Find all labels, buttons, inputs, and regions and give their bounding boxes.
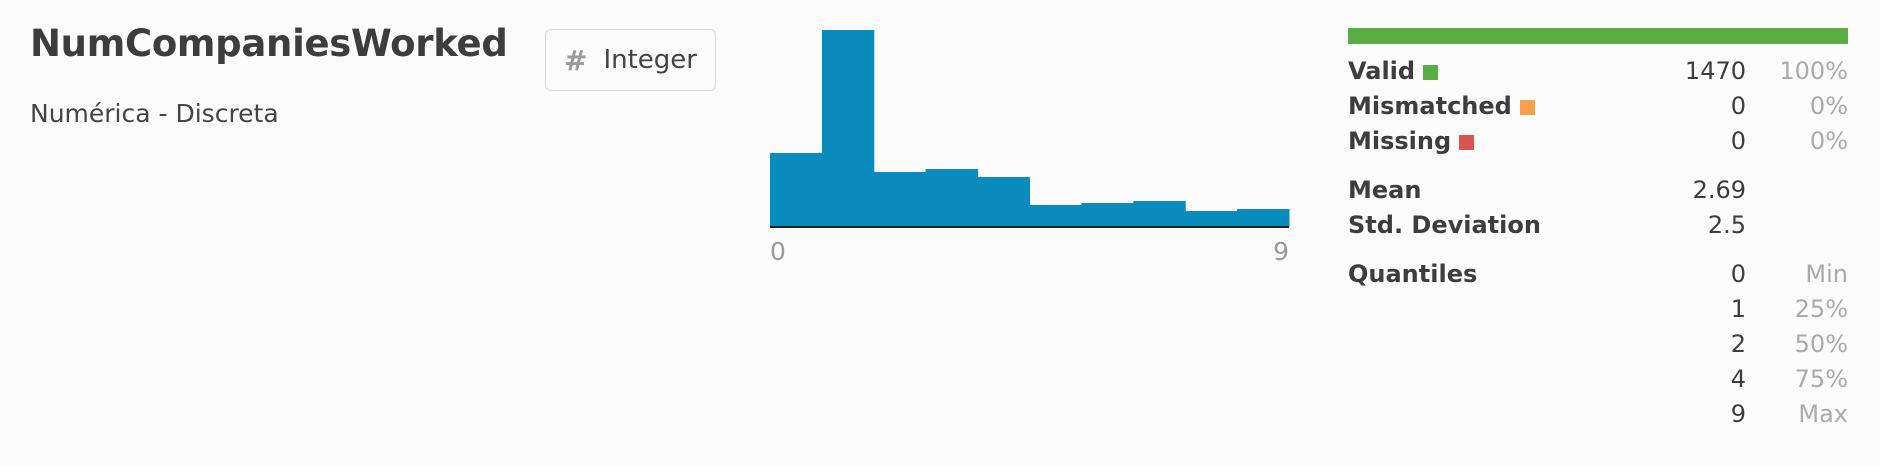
quantile-row: 1 25% <box>1348 292 1848 327</box>
std-row: Std. Deviation 2.5 <box>1348 208 1848 243</box>
mean-row: Mean 2.69 <box>1348 173 1848 208</box>
histogram-bar-4[interactable] <box>977 177 1030 227</box>
mean-value: 2.69 <box>1692 176 1746 204</box>
histogram-bars <box>770 30 1290 227</box>
quantiles-label: Quantiles <box>1348 260 1478 288</box>
histogram-bar-7[interactable] <box>1133 201 1186 227</box>
quantile-row: 9 Max <box>1348 397 1848 432</box>
quantile-value: 1 <box>1730 295 1746 323</box>
mismatched-count: 0 <box>1730 92 1746 120</box>
mismatched-percent: 0% <box>1809 92 1848 120</box>
quantile-value: 2 <box>1730 330 1746 358</box>
quantile-tag: 50% <box>1794 330 1848 358</box>
quantile-tag: 75% <box>1794 365 1848 393</box>
quantile-row: 4 75% <box>1348 362 1848 397</box>
missing-count: 0 <box>1730 127 1746 155</box>
quantile-value: 4 <box>1730 365 1746 393</box>
x-tick-label-first: 0 <box>770 237 786 266</box>
histogram-bar-1[interactable] <box>821 30 875 227</box>
missing-percent: 0% <box>1809 127 1848 155</box>
type-label: Integer <box>603 45 697 75</box>
valid-row: Valid 1470 100% <box>1348 54 1848 89</box>
mismatched-swatch <box>1519 100 1535 115</box>
std-label: Std. Deviation <box>1348 211 1541 239</box>
hash-icon: # <box>564 43 588 77</box>
data-quality-bar <box>1348 28 1848 44</box>
histogram-bar-0[interactable] <box>770 153 823 227</box>
histogram-bar-5[interactable] <box>1029 205 1082 227</box>
histogram-bar-6[interactable] <box>1081 203 1134 227</box>
mean-label: Mean <box>1348 176 1422 204</box>
quantile-tag: 25% <box>1794 295 1848 323</box>
quantile-value: 0 <box>1730 260 1746 288</box>
histogram-bar-8[interactable] <box>1185 211 1238 227</box>
stats-panel: Valid 1470 100% Mismatched 0 0% Missing … <box>1348 54 1848 432</box>
quantile-tag: Max <box>1798 400 1848 428</box>
x-tick-label-last: 9 <box>1273 237 1289 266</box>
histogram-bar-2[interactable] <box>873 172 927 227</box>
quantile-value: 9 <box>1730 400 1746 428</box>
column-header: NumCompaniesWorked Numérica - Discreta <box>30 22 508 128</box>
valid-label: Valid <box>1348 57 1416 85</box>
missing-swatch <box>1459 135 1475 150</box>
column-name: NumCompaniesWorked <box>30 22 508 65</box>
quantile-tag: Min <box>1805 260 1848 288</box>
valid-swatch <box>1423 65 1439 80</box>
missing-label: Missing <box>1348 127 1452 155</box>
valid-count: 1470 <box>1684 57 1746 85</box>
std-value: 2.5 <box>1707 211 1746 239</box>
histogram-bar-3[interactable] <box>925 169 979 227</box>
quantile-row: Quantiles 0 Min <box>1348 257 1848 292</box>
quantile-row: 2 50% <box>1348 327 1848 362</box>
column-subtitle: Numérica - Discreta <box>30 99 279 128</box>
mismatched-label: Mismatched <box>1348 92 1512 120</box>
mismatched-row: Mismatched 0 0% <box>1348 89 1848 124</box>
histogram-chart: 0 9 <box>770 30 1290 266</box>
type-badge[interactable]: # Integer <box>545 29 716 91</box>
valid-percent: 100% <box>1779 57 1848 85</box>
missing-row: Missing 0 0% <box>1348 124 1848 159</box>
histogram-bar-9[interactable] <box>1237 209 1290 227</box>
